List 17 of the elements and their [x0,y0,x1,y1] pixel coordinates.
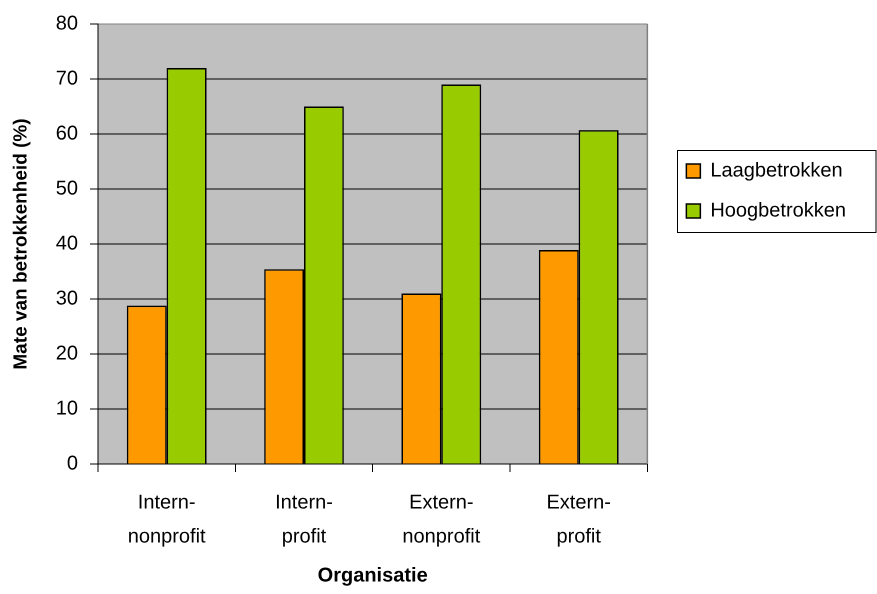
y-tick-label: 70 [56,68,78,90]
legend-label: Hoogbetrokken [710,200,846,222]
y-tick-label: 30 [56,288,78,310]
y-axis-title: Mate van betrokkenheid (%) [10,118,32,370]
y-tick-label: 80 [56,12,78,35]
x-tick-label: Intern-profit [275,492,333,548]
x-axis-title: Organisatie [318,564,428,587]
y-tick-label: 20 [56,342,78,365]
y-tick-label: 0 [66,452,78,475]
x-tick-label: Extern-nonprofit [402,492,481,548]
x-tick-label: Extern-profit [546,492,611,548]
legend-label: Laagbetrokken [710,160,843,182]
y-tick-label: 40 [56,232,78,255]
y-tick-label: 50 [56,178,78,200]
y-tick-label: 10 [56,398,78,420]
y-tick-label: 60 [56,122,78,145]
x-tick-label: Intern-nonprofit [128,492,206,548]
